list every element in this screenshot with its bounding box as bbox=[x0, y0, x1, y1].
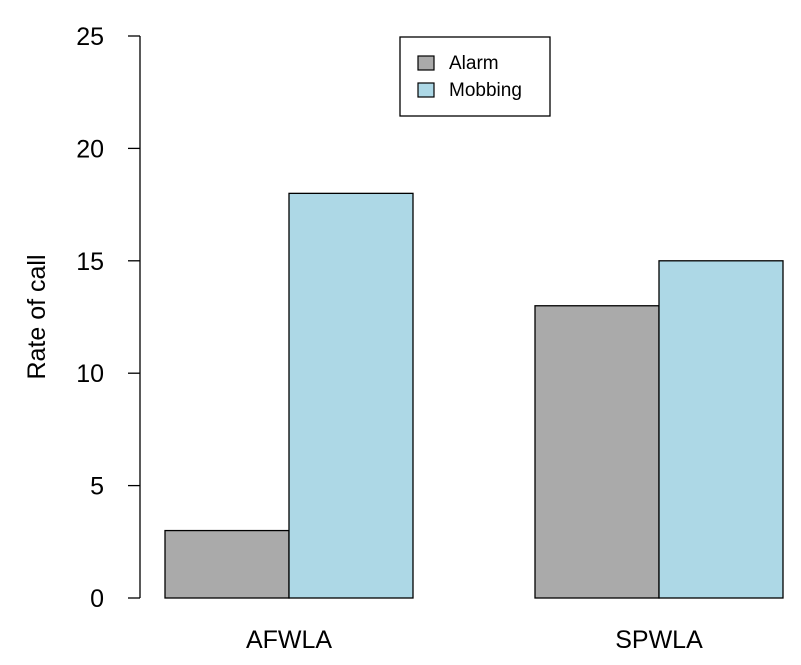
bar-mobbing-afwla bbox=[288, 192, 414, 599]
x-category-label: SPWLA bbox=[615, 626, 703, 654]
legend-swatch-alarm bbox=[417, 55, 435, 71]
legend-label-mobbing: Mobbing bbox=[449, 80, 522, 101]
y-tick-label: 0 bbox=[90, 585, 104, 613]
y-tick-label: 10 bbox=[76, 360, 104, 388]
legend-label-alarm: Alarm bbox=[449, 53, 499, 74]
y-tick-label: 15 bbox=[76, 248, 104, 276]
y-tick-label: 25 bbox=[76, 23, 104, 51]
legend-box bbox=[399, 36, 551, 117]
y-axis: 0 5 10 15 20 25 bbox=[76, 23, 141, 613]
bar-alarm-spwla bbox=[534, 305, 660, 599]
y-tick-label: 5 bbox=[90, 473, 104, 501]
bar-mobbing-spwla bbox=[658, 260, 784, 599]
y-tick-label: 20 bbox=[76, 135, 104, 163]
y-axis-title: Rate of call bbox=[23, 254, 51, 379]
legend: Alarm Mobbing bbox=[399, 36, 551, 117]
legend-swatch-mobbing bbox=[417, 82, 435, 98]
bar-alarm-afwla bbox=[164, 529, 290, 599]
bars bbox=[164, 192, 784, 599]
x-category-label: AFWLA bbox=[246, 626, 332, 654]
x-axis-labels: AFWLA SPWLA bbox=[246, 626, 703, 654]
